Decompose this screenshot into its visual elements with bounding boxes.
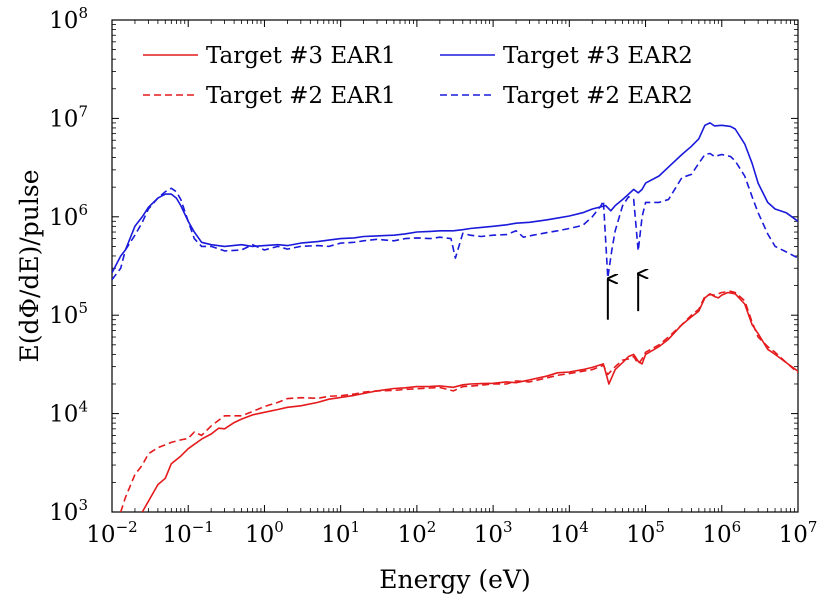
x-tick-label: 104 [550,518,589,548]
x-tick-label: 106 [702,518,741,548]
x-tick-label: 107 [779,518,818,548]
x-tick-label: 100 [245,518,284,548]
x-tick-label: 105 [626,518,665,548]
x-axis-label: Energy (eV) [379,565,531,594]
legend-label-target3-ear2: Target #3 EAR2 [503,43,693,69]
series-line-target-3-ear2 [112,122,798,274]
legend-label-target2-ear2: Target #2 EAR2 [503,83,693,109]
y-tick-label: 107 [49,102,88,132]
series-line-target-2-ear1 [119,290,798,512]
axis-tick-labels: 10−2 10−1 100 101 102 103 104 105 106 107 103 104 10… [49,4,817,548]
legend: Target #3 EAR1 Target #2 EAR1 Target #3 … [143,43,693,109]
legend-label-target2-ear1: Target #2 EAR1 [206,83,396,109]
x-tick-label: 10−1 [163,518,214,548]
y-tick-label: 104 [49,398,88,428]
series-line-target-2-ear2 [112,152,798,281]
plot-frame [111,19,799,513]
y-axis-label: E(dΦ/dE)/pulse [15,169,44,362]
x-tick-label: 102 [397,518,436,548]
y-tick-label: 103 [49,496,88,526]
x-tick-label: 103 [474,518,513,548]
y-tick-label: 108 [49,4,88,34]
y-tick-label: 105 [49,299,88,329]
axis-ticks [111,19,799,513]
annotations [606,274,638,320]
legend-label-target3-ear1: Target #3 EAR1 [206,43,396,69]
x-tick-label: 101 [321,518,360,548]
y-tick-label: 106 [49,201,88,231]
x-tick-label: 10−2 [86,518,137,548]
series-line-target-3-ear1 [141,291,798,512]
series-group [112,122,798,512]
